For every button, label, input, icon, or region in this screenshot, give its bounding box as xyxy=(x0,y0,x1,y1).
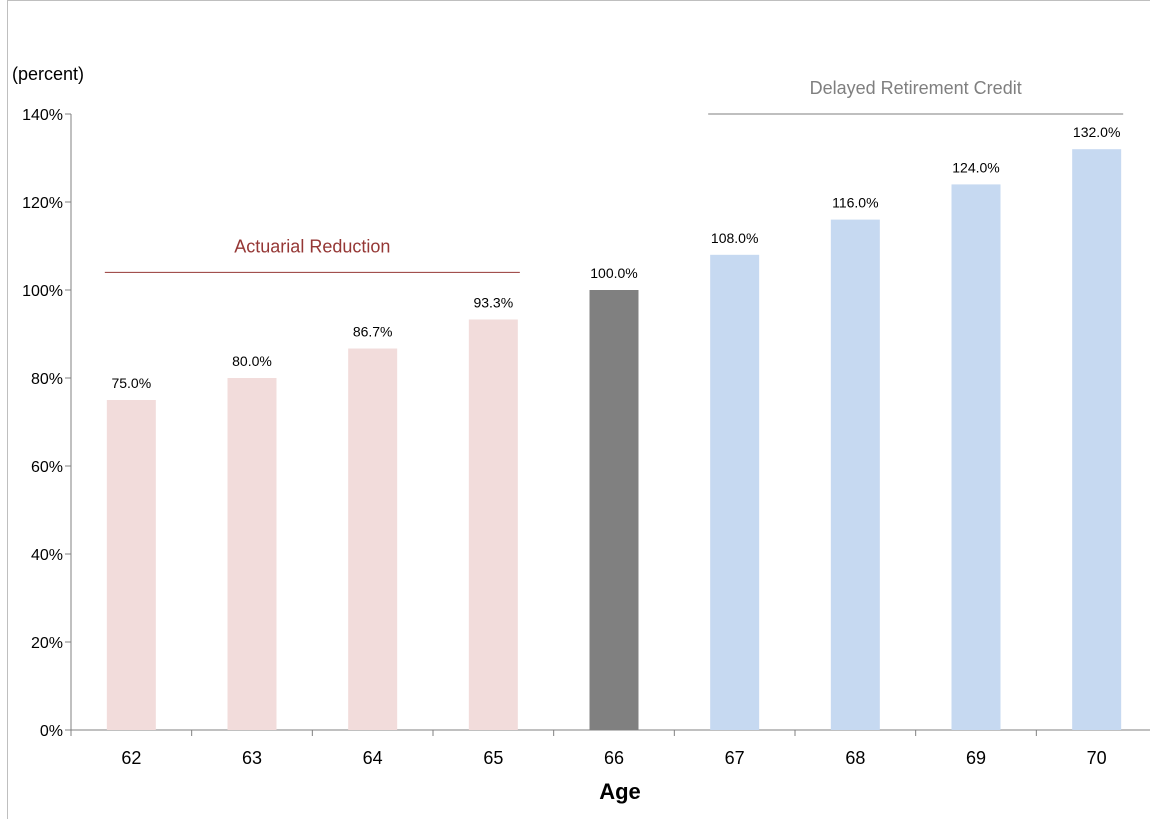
annotation-label-0: Actuarial Reduction xyxy=(234,236,390,256)
bar-68 xyxy=(830,219,880,730)
bar-64 xyxy=(348,348,398,730)
y-tick-label: 140% xyxy=(22,107,63,124)
x-tick-label: 62 xyxy=(121,748,141,768)
x-tick-label: 64 xyxy=(363,748,383,768)
y-tick-label: 0% xyxy=(40,723,63,740)
bar-63 xyxy=(227,378,277,730)
x-tick-label: 66 xyxy=(604,748,624,768)
data-label-69: 124.0% xyxy=(952,159,999,175)
data-labels: 75.0% 80.0% 86.7% 93.3% 100.0% 108.0% 116.0% 12… xyxy=(111,124,1120,391)
x-tick-label: 68 xyxy=(845,748,865,768)
x-tick-label: 63 xyxy=(242,748,262,768)
y-tick-label: 60% xyxy=(31,459,63,476)
data-label-67: 108.0% xyxy=(711,230,758,246)
y-tick-label: 80% xyxy=(31,371,63,388)
bars xyxy=(106,149,1122,731)
data-label-64: 86.7% xyxy=(353,324,393,340)
data-label-66: 100.0% xyxy=(590,265,637,281)
x-tick-label: 65 xyxy=(483,748,503,768)
bar-70 xyxy=(1072,149,1122,730)
bar-67 xyxy=(710,254,760,731)
x-tick-label: 67 xyxy=(725,748,745,768)
y-unit-label: (percent) xyxy=(12,64,84,84)
annotation-label-1: Delayed Retirement Credit xyxy=(810,78,1022,98)
data-label-68: 116.0% xyxy=(832,195,878,211)
bar-65 xyxy=(468,319,518,730)
bar-69 xyxy=(951,184,1001,730)
bar-62 xyxy=(106,400,156,730)
data-label-70: 132.0% xyxy=(1073,124,1120,140)
bar-66 xyxy=(589,290,639,730)
annotations: Actuarial Reduction Delayed Retirement Cr… xyxy=(104,78,1124,273)
x-tick-label: 70 xyxy=(1087,748,1107,768)
y-tick-label: 20% xyxy=(31,635,63,652)
x-axis-title: Age xyxy=(599,779,641,804)
data-label-65: 93.3% xyxy=(473,294,513,310)
chart-frame xyxy=(7,0,1150,819)
x-tick-label: 69 xyxy=(966,748,986,768)
y-axis: 0% 20% 40% 60% 80% 100% 120% 140% xyxy=(22,107,72,740)
y-tick-label: 100% xyxy=(22,283,63,300)
y-tick-label: 40% xyxy=(31,547,63,564)
y-tick-label: 120% xyxy=(22,195,63,212)
data-label-63: 80.0% xyxy=(232,353,272,369)
x-axis: 62 63 64 65 66 67 68 69 70 xyxy=(70,729,1150,768)
data-label-62: 75.0% xyxy=(111,375,151,391)
